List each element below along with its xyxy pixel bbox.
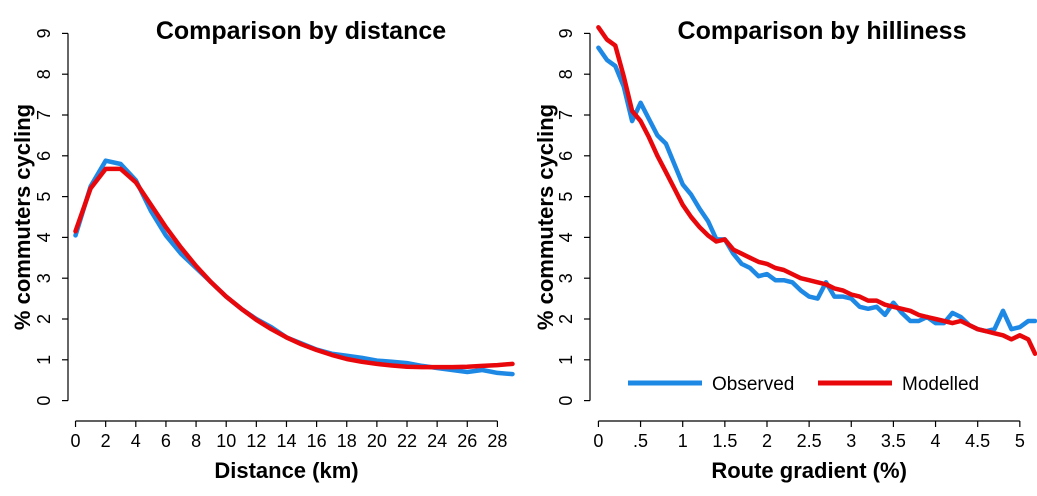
y-tick-label: 7: [556, 110, 576, 120]
x-axis-label: Route gradient (%): [711, 458, 907, 483]
y-axis-label: % commuters cycling: [533, 104, 558, 330]
x-tick-label: 12: [246, 431, 266, 451]
x-tick-label: 14: [276, 431, 296, 451]
x-tick-label: 24: [427, 431, 447, 451]
y-tick-label: 4: [556, 232, 576, 242]
x-tick-label: 6: [161, 431, 171, 451]
x-tick-label: 5: [1015, 431, 1025, 451]
x-tick-label: 18: [337, 431, 357, 451]
y-tick-label: 9: [556, 28, 576, 38]
x-tick-label: 3.5: [881, 431, 906, 451]
x-tick-label: 4: [131, 431, 141, 451]
x-tick-label: 3: [846, 431, 856, 451]
x-ticks: 0 2 4 6 8 10 12 14 16 18 20 22 24 26 28: [71, 421, 507, 451]
x-ticks: 0 .5 1 1.5 2 2.5 3 3.5 4 4.5 5: [593, 421, 1025, 451]
chart-title: Comparison by distance: [156, 17, 446, 45]
x-tick-label: 28: [487, 431, 507, 451]
series-group: [73, 158, 515, 377]
y-tick-label: 8: [34, 69, 54, 79]
y-tick-label: 8: [556, 69, 576, 79]
x-tick-label: 20: [367, 431, 387, 451]
y-tick-label: 7: [34, 110, 54, 120]
x-tick-label: 1: [678, 431, 688, 451]
series-group: [596, 25, 1037, 356]
x-tick-label: 16: [307, 431, 327, 451]
y-tick-label: 0: [556, 396, 576, 406]
x-tick-label: 4.5: [965, 431, 990, 451]
x-tick-label: 4: [931, 431, 941, 451]
x-tick-label: 0: [593, 431, 603, 451]
x-tick-label: 22: [397, 431, 417, 451]
y-tick-label: 1: [556, 355, 576, 365]
y-ticks: 0 1 2 3 4 5 6 7 8 9: [556, 28, 590, 406]
chart-title: Comparison by hilliness: [678, 17, 967, 45]
legend: Observed Modelled: [628, 374, 979, 395]
series-line-observed: [596, 45, 1037, 334]
legend-label-modelled: Modelled: [902, 374, 979, 395]
legend-label-observed: Observed: [712, 374, 794, 395]
y-tick-label: 0: [34, 396, 54, 406]
panel-hilliness: Comparison by hilliness 0 1 2 3 4 5 6 7 8 9 0 .5 1 1…: [533, 17, 1037, 483]
y-tick-label: 2: [556, 314, 576, 324]
y-tick-label: 4: [34, 232, 54, 242]
x-axis-label: Distance (km): [214, 458, 358, 483]
x-tick-label: 26: [457, 431, 477, 451]
x-tick-label: 8: [191, 431, 201, 451]
y-tick-label: 5: [34, 192, 54, 202]
x-tick-label: 2: [101, 431, 111, 451]
x-tick-label: 1.5: [712, 431, 737, 451]
y-axis-label: % commuters cycling: [10, 104, 35, 330]
y-tick-label: 3: [556, 273, 576, 283]
y-tick-label: 3: [34, 273, 54, 283]
series-line-1: [73, 166, 515, 370]
x-tick-label: 10: [216, 431, 236, 451]
y-tick-label: 6: [34, 151, 54, 161]
x-tick-label: 0: [71, 431, 81, 451]
series-line-modelled: [596, 25, 1037, 356]
y-tick-label: 6: [556, 151, 576, 161]
x-tick-label: .5: [633, 431, 648, 451]
y-tick-label: 2: [34, 314, 54, 324]
y-tick-label: 5: [556, 192, 576, 202]
y-tick-label: 1: [34, 355, 54, 365]
y-ticks: 0 1 2 3 4 5 6 7 8 9: [34, 28, 68, 406]
y-tick-label: 9: [34, 28, 54, 38]
x-tick-label: 2: [762, 431, 772, 451]
x-tick-label: 2.5: [797, 431, 822, 451]
